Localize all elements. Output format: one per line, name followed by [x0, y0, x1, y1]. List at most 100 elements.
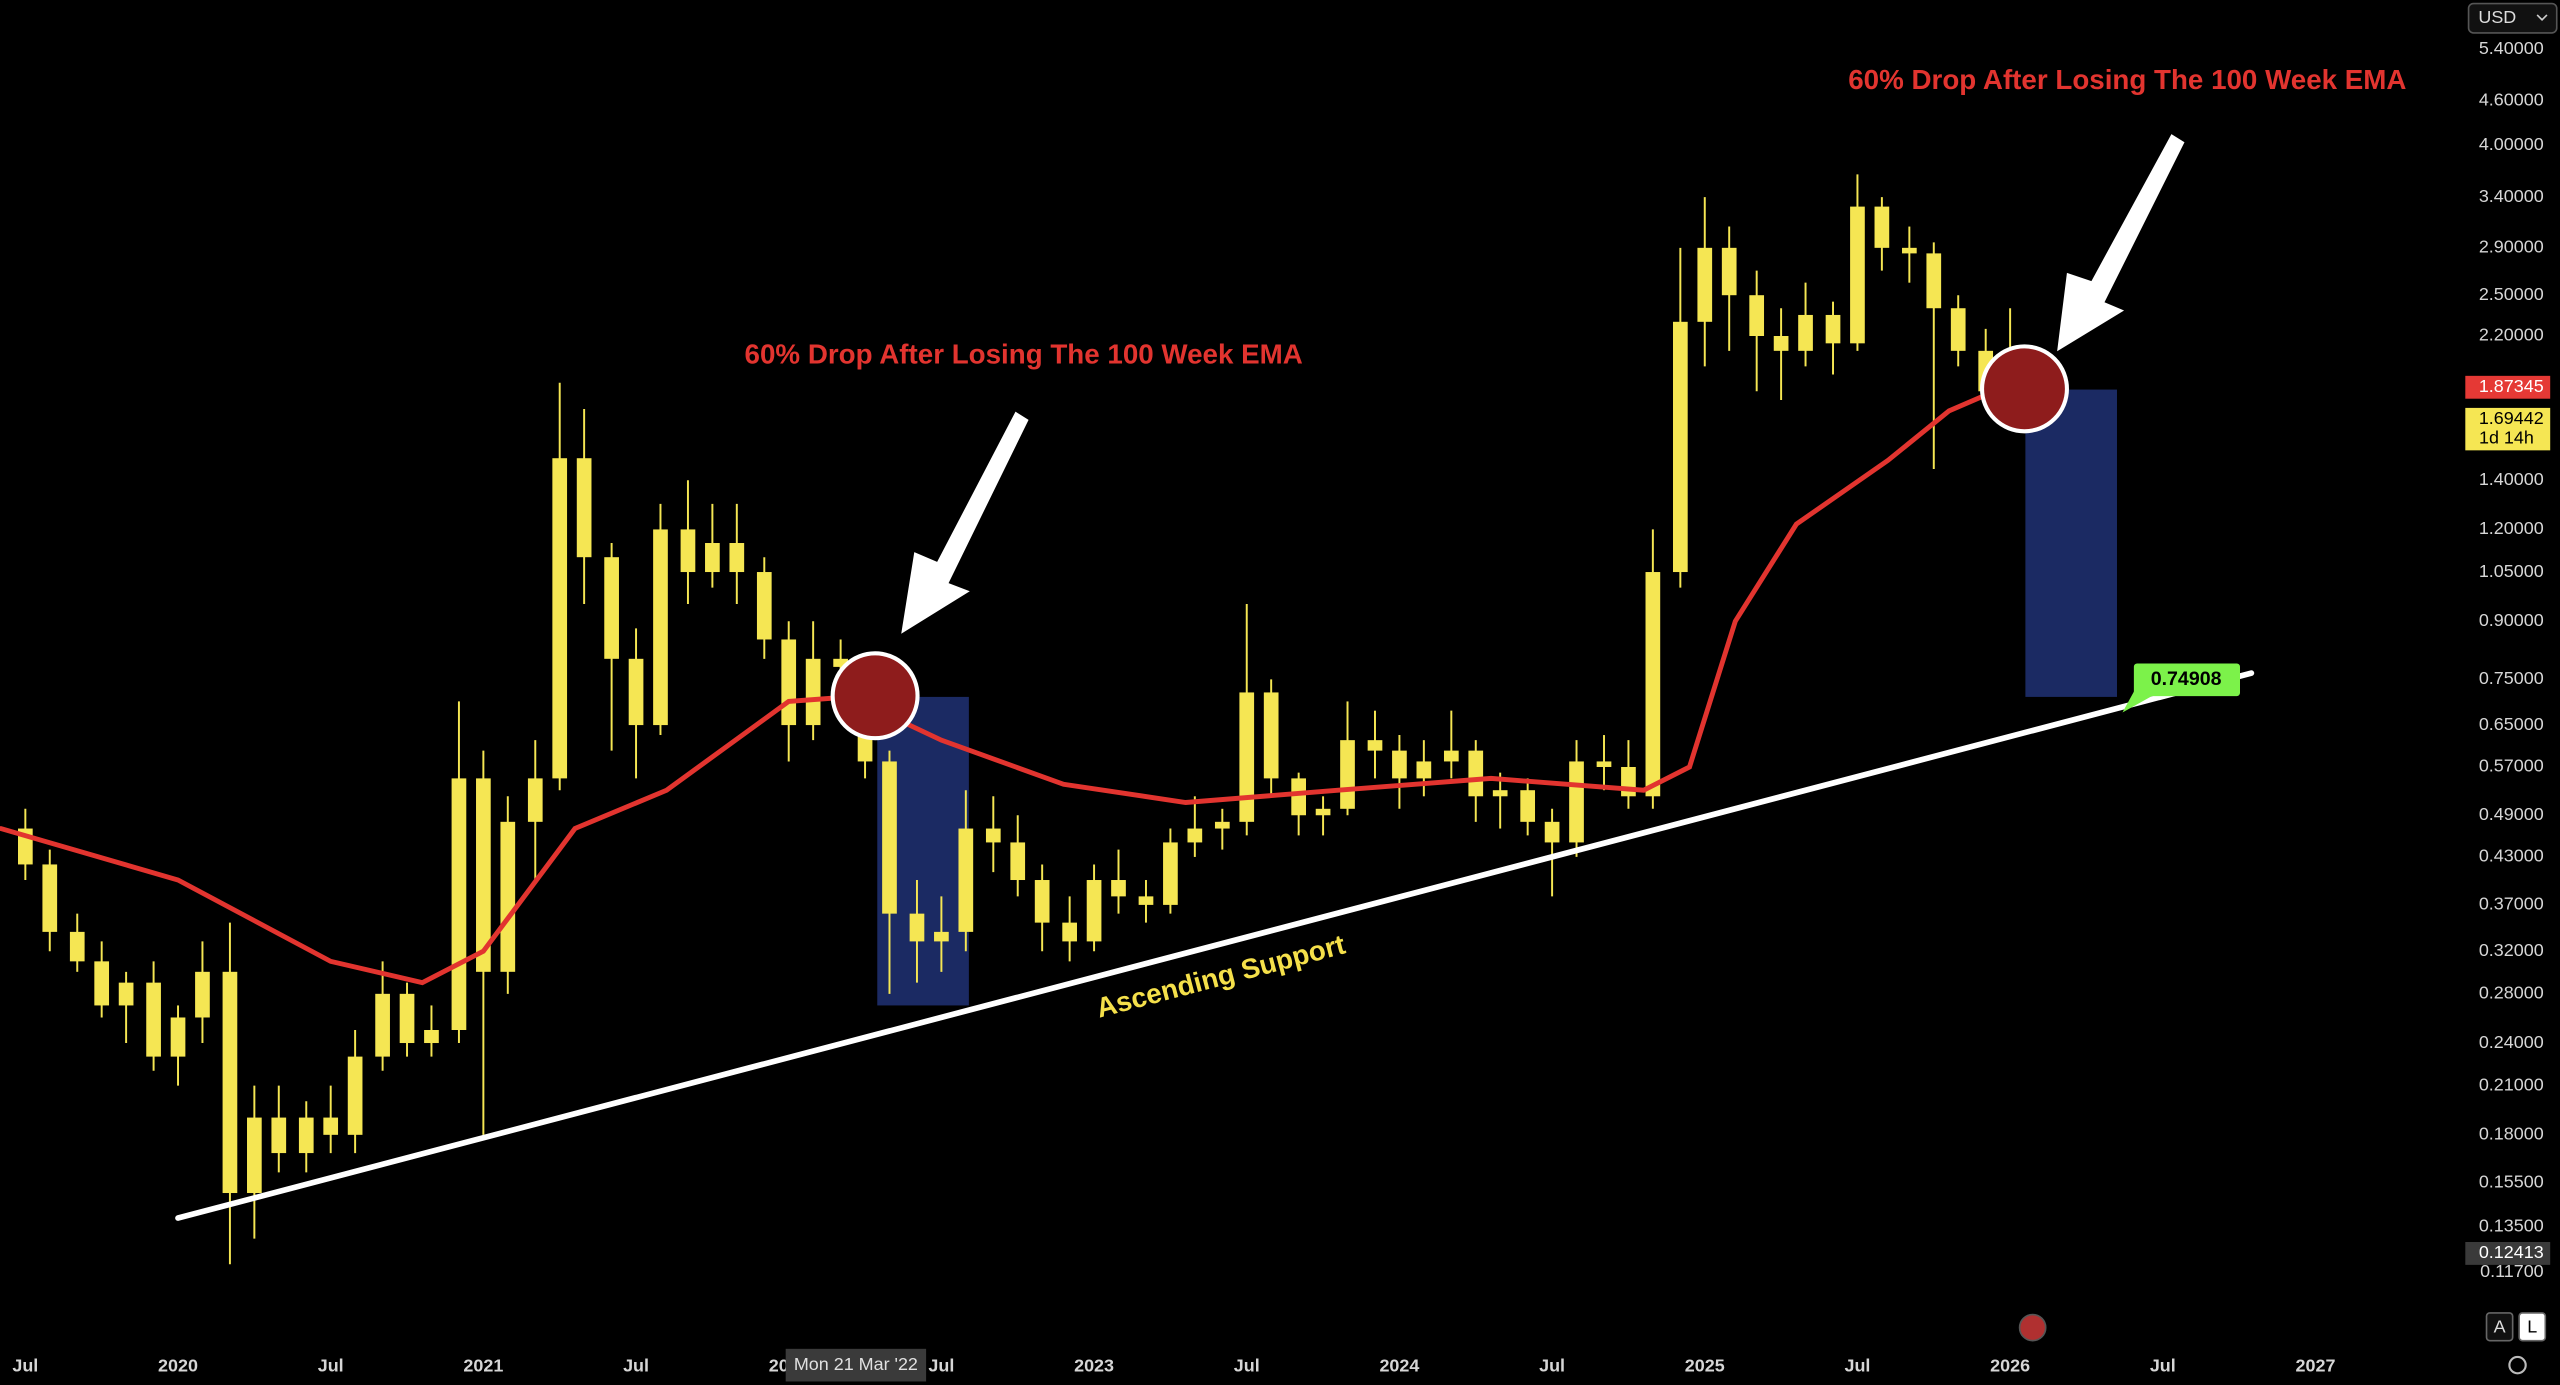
candle-body	[527, 778, 543, 822]
candle-body	[1596, 761, 1612, 767]
y-tick-label: 0.49000	[2479, 804, 2544, 824]
candle-body	[271, 1117, 287, 1154]
candle-body	[1621, 766, 1636, 797]
currency-button[interactable]	[2467, 2, 2558, 34]
x-tick-label: 2026	[1990, 1356, 2030, 1376]
arrow	[2057, 134, 2185, 352]
y-tick-label: 2.20000	[2479, 325, 2544, 345]
candle-body	[1773, 335, 1789, 351]
candle-body	[882, 761, 897, 914]
x-tick-label: Jul	[1844, 1356, 1870, 1376]
candle-body	[399, 993, 415, 1044]
flag-icon	[2018, 1313, 2047, 1342]
y-tick-label: 0.18000	[2479, 1124, 2544, 1144]
y-tick-label: 1.20000	[2479, 518, 2544, 538]
x-tick-label: 2023	[1074, 1356, 1114, 1376]
price-label: 0.12413	[2479, 1242, 2544, 1262]
currency-label[interactable]: USD	[2478, 7, 2516, 27]
candle-body	[833, 658, 848, 667]
candle-body	[347, 1056, 363, 1135]
candle-body	[1798, 314, 1813, 351]
candle-body	[1416, 761, 1432, 779]
candle-body	[451, 778, 467, 1031]
candle-body	[1214, 821, 1230, 829]
candle-body	[576, 458, 592, 558]
x-tick-label: Jul	[1234, 1356, 1260, 1376]
candle-body	[424, 1030, 439, 1044]
price-label-box	[2465, 407, 2551, 451]
x-tick-label: 2021	[463, 1356, 503, 1376]
price-label: 1.69442	[2479, 408, 2544, 428]
candle-body	[1468, 750, 1484, 797]
highlight-circle	[830, 651, 920, 741]
candle-body	[1086, 880, 1102, 942]
candle-body	[1874, 206, 1890, 248]
scale-button-label[interactable]: A	[2494, 1316, 2506, 1336]
y-tick-label: 4.60000	[2479, 89, 2544, 109]
candle-body	[1187, 828, 1203, 843]
y-tick-label: 1.40000	[2479, 469, 2544, 489]
scale-button-label[interactable]: L	[2527, 1316, 2537, 1336]
price-label-box	[2465, 375, 2551, 399]
overlay	[830, 134, 2527, 1375]
candle-body	[1850, 206, 1865, 344]
y-tick-label: 0.65000	[2479, 714, 2544, 734]
settings-icon[interactable]	[2508, 1355, 2527, 1375]
y-tick-label: 0.13500	[2479, 1215, 2544, 1235]
candle-body	[1926, 253, 1942, 309]
candle-body	[1010, 842, 1026, 881]
candle-body	[756, 572, 772, 640]
candle-body	[1950, 308, 1966, 351]
candle-body	[1291, 778, 1307, 816]
candle-body	[1138, 896, 1154, 905]
candle-body	[323, 1117, 339, 1135]
candle-body	[705, 543, 720, 573]
annotation: 60% Drop After Losing The 100 Week EMA	[745, 339, 1303, 370]
candle-body	[118, 982, 134, 1006]
y-tick-label: 0.11700	[2480, 1261, 2544, 1281]
candle-body	[680, 529, 696, 573]
candle-body	[934, 931, 949, 942]
candle-body	[604, 557, 619, 659]
x-tick-label: Jul	[623, 1356, 649, 1376]
x-tick-label: 2027	[2296, 1356, 2336, 1376]
candle-body	[1902, 247, 1917, 254]
candle-body	[1749, 295, 1765, 336]
candle-body	[805, 658, 821, 726]
y-tick-label: 3.40000	[2479, 186, 2544, 206]
candle-body	[222, 971, 238, 1194]
y-tick-label: 0.24000	[2479, 1032, 2544, 1052]
candle-body	[1520, 790, 1536, 822]
candle-body	[985, 828, 1001, 843]
annotation: 60% Drop After Losing The 100 Week EMA	[1848, 64, 2406, 95]
y-tick-label: 0.32000	[2479, 940, 2544, 960]
candle-body	[1367, 740, 1383, 751]
candle-body	[298, 1117, 314, 1154]
highlight-circle	[1980, 344, 2069, 434]
drop-box	[2025, 389, 2117, 697]
x-tick-label: Jul	[2150, 1356, 2176, 1376]
candle-body	[781, 639, 797, 726]
currency-caret	[2536, 14, 2548, 22]
scale-button[interactable]	[2485, 1312, 2514, 1342]
y-tick-label: 0.28000	[2479, 983, 2544, 1003]
x-tick-label: Jul	[1539, 1356, 1565, 1376]
x-tick-label: Jul	[12, 1356, 38, 1376]
support-line	[175, 670, 2255, 1221]
y-tick-label: 1.05000	[2479, 561, 2544, 581]
candle-body	[1645, 572, 1661, 797]
candle-body	[1340, 740, 1355, 809]
target-label: 0.74908	[2151, 668, 2222, 690]
scale-button[interactable]	[2518, 1312, 2547, 1342]
candle-body	[628, 658, 644, 726]
candle-body	[1443, 750, 1459, 762]
y-tick-label: 0.43000	[2479, 846, 2544, 866]
candle-body	[1163, 842, 1178, 905]
price-countdown: 1d 14h	[2479, 428, 2534, 448]
x-tick-label: 2025	[1685, 1356, 1725, 1376]
ema-line	[0, 380, 2028, 986]
candle-body	[1672, 321, 1688, 573]
x-tick-label: Jul	[928, 1356, 954, 1376]
candle-body	[476, 778, 491, 972]
